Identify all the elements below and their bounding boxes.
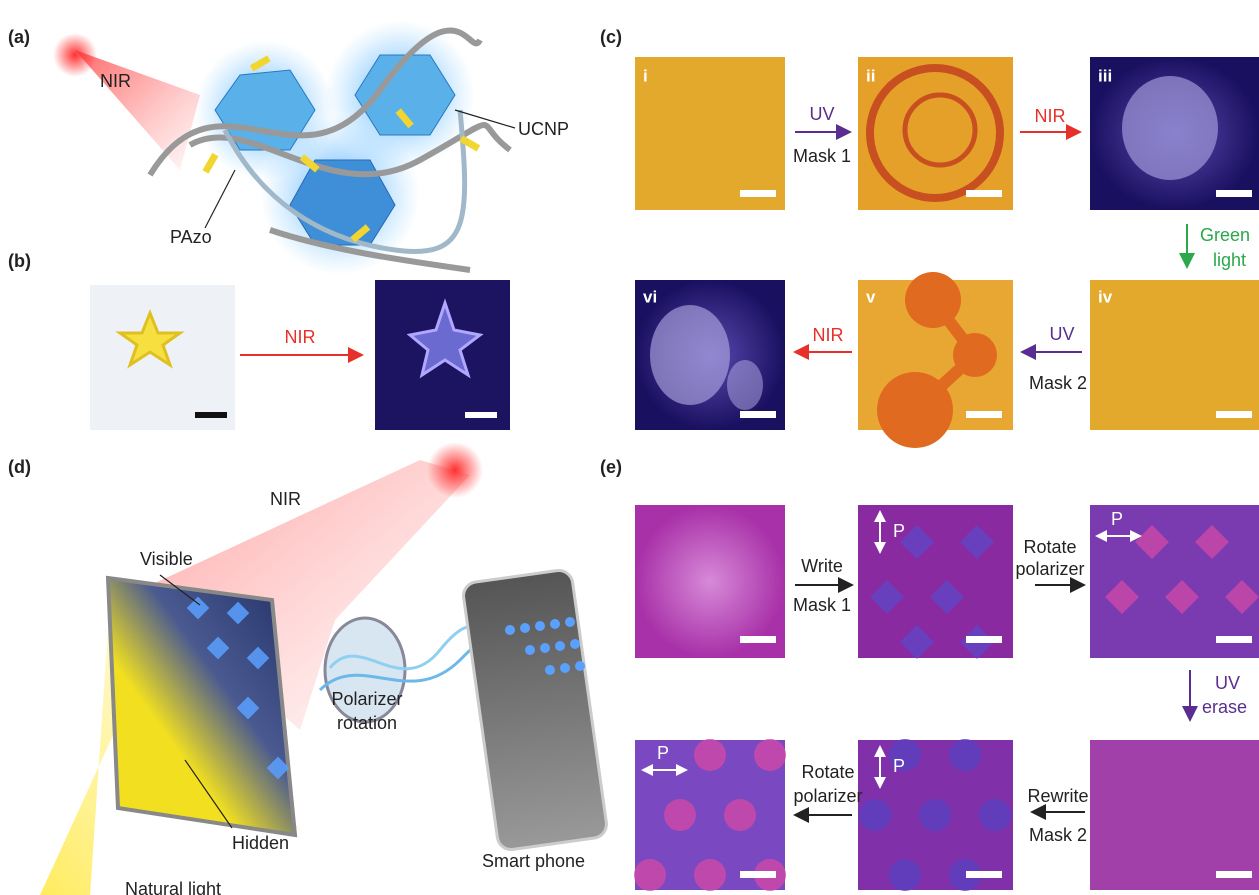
step-label: Mask 2 [1029, 825, 1087, 845]
step-label: Green [1200, 225, 1250, 245]
polarizer-arrows [641, 510, 1142, 789]
glow-pattern [1122, 76, 1218, 180]
smart-phone [462, 568, 608, 852]
polarizer-label: Polarizer [331, 689, 402, 709]
nir-beam [75, 50, 200, 170]
nir-beam [140, 460, 470, 730]
visible-label: Visible [140, 549, 193, 569]
image [1090, 740, 1259, 890]
leader-line [184, 759, 233, 829]
step-label: Rotate [801, 762, 854, 782]
logo [866, 64, 1004, 202]
step-label: UV [1215, 673, 1240, 693]
panel-label: (a) [8, 27, 30, 47]
dot-pattern [859, 739, 1011, 891]
step-label: UV [1049, 324, 1074, 344]
phone-pattern [505, 617, 585, 675]
step-label: light [1213, 250, 1246, 270]
image [858, 57, 1013, 210]
scale-bar [195, 412, 227, 418]
diamond-pattern [870, 525, 994, 659]
step-label: NIR [1035, 106, 1066, 126]
step-label: polarizer [1015, 559, 1084, 579]
glow-pattern [727, 360, 763, 410]
image-label: iv [1098, 287, 1113, 306]
ucnp-illustration [147, 20, 516, 275]
image [635, 505, 785, 658]
star [406, 298, 484, 379]
leader-line [159, 574, 201, 606]
nir-source [427, 442, 483, 498]
step-label: Mask 1 [793, 146, 851, 166]
image [858, 505, 1013, 658]
step-label: Mask 2 [1029, 373, 1087, 393]
hidden-label: Hidden [232, 833, 289, 853]
nir-label: NIR [270, 489, 301, 509]
pazo-label: PAzo [170, 227, 212, 247]
nir-label: NIR [100, 71, 131, 91]
slab [105, 575, 298, 838]
star [115, 308, 185, 369]
image [1090, 280, 1259, 430]
natural-light-label: Natural light [125, 879, 221, 895]
polarizer-label: P [893, 756, 905, 776]
step-label: Rewrite [1027, 786, 1088, 806]
step-label: NIR [813, 325, 844, 345]
image-label: iii [1098, 66, 1112, 85]
scale-bars [740, 190, 1252, 418]
image-label: vi [643, 287, 657, 306]
pattern [910, 296, 984, 415]
panel-label: (c) [600, 27, 622, 47]
phone-label: Smart phone [482, 851, 585, 871]
image-label: ii [866, 66, 875, 85]
step-label: NIR [285, 327, 316, 347]
nir-source [53, 33, 97, 77]
step-label: Mask 1 [793, 595, 851, 615]
polarizer-label: rotation [337, 713, 397, 733]
panel-label: (d) [8, 457, 31, 477]
ucnp-label: UCNP [518, 119, 569, 139]
diamond-pattern [1105, 525, 1259, 614]
step-label: polarizer [793, 786, 862, 806]
logo [902, 92, 978, 168]
step-label: erase [1202, 697, 1247, 717]
step-label: UV [809, 104, 834, 124]
image [635, 57, 785, 210]
step-label: Rotate [1023, 537, 1076, 557]
glow-pattern [650, 305, 730, 405]
scale-bars [740, 636, 1252, 878]
scale-bar [465, 412, 497, 418]
step-label: Write [801, 556, 843, 576]
panel-label: (e) [600, 457, 622, 477]
polarizer-label: P [1111, 509, 1123, 529]
panel-label: (b) [8, 251, 31, 271]
image-label: i [643, 66, 648, 85]
image-label: v [866, 287, 876, 306]
polarizer-label: P [893, 521, 905, 541]
polarizer-label: P [657, 743, 669, 763]
